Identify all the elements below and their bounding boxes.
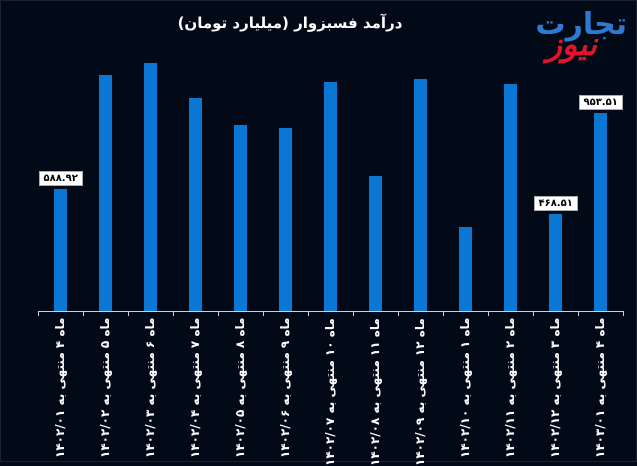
x-axis-tick bbox=[218, 311, 219, 316]
x-axis-tick bbox=[533, 311, 534, 316]
bar bbox=[99, 75, 112, 311]
x-axis-label: ماه ۷ منتهی به ۱۴۰۲/۰۴ bbox=[187, 318, 202, 459]
x-axis-label: ماه ۱ منتهی به ۱۴۰۲/۱۰ bbox=[457, 318, 472, 459]
bar bbox=[279, 128, 292, 311]
bar bbox=[414, 79, 427, 311]
x-axis-tick bbox=[353, 311, 354, 316]
x-axis-label: ماه ۴ منتهی به ۱۴۰۲/۰۱ bbox=[52, 318, 67, 459]
x-axis-label: ماه ۲ منتهی به ۱۴۰۲/۱۱ bbox=[502, 318, 517, 459]
x-axis-tick bbox=[488, 311, 489, 316]
logo-text-primary: تجارت bbox=[535, 7, 627, 42]
bar bbox=[234, 125, 247, 311]
data-label: ۵۸۸.۹۲ bbox=[38, 171, 83, 186]
bar bbox=[144, 63, 157, 311]
x-axis-tick bbox=[263, 311, 264, 316]
bar bbox=[504, 84, 517, 311]
logo-text-secondary: نیوز bbox=[546, 25, 597, 63]
x-axis-label: ماه ۳ منتهی به ۱۴۰۲/۱۲ bbox=[547, 318, 562, 459]
bar bbox=[459, 227, 472, 311]
bar bbox=[189, 98, 202, 311]
x-axis-label: ماه ۴ منتهی به ۱۴۰۳/۰۱ bbox=[592, 318, 607, 459]
brand-logo: تجارت نیوز bbox=[507, 10, 627, 70]
x-axis-label: ماه ۶ منتهی به ۱۴۰۲/۰۳ bbox=[142, 318, 157, 459]
x-axis-tick bbox=[443, 311, 444, 316]
bar bbox=[324, 82, 337, 311]
x-axis-label: ماه ۸ منتهی به ۱۴۰۲/۰۵ bbox=[232, 318, 247, 459]
x-axis-label: ماه ۱۰ منتهی به ۱۴۰۲/۰۷ bbox=[322, 318, 337, 466]
x-axis-label: ماه ۱۲ منتهی به ۱۴۰۲/۰۹ bbox=[412, 318, 427, 466]
x-axis-label: ماه ۱۱ منتهی به ۱۴۰۲/۰۸ bbox=[367, 318, 382, 466]
x-axis-label: ماه ۵ منتهی به ۱۴۰۲/۰۲ bbox=[97, 318, 112, 459]
bar bbox=[54, 189, 67, 311]
x-axis-tick bbox=[173, 311, 174, 316]
x-axis-tick bbox=[128, 311, 129, 316]
x-axis-tick bbox=[578, 311, 579, 316]
x-axis-tick bbox=[38, 311, 39, 316]
x-axis-tick bbox=[83, 311, 84, 316]
data-label: ۴۶۸.۵۱ bbox=[533, 196, 578, 211]
bar bbox=[594, 113, 607, 311]
x-axis-tick bbox=[308, 311, 309, 316]
chart-title: درآمد فسبزوار (میلیارد تومان) bbox=[177, 14, 403, 32]
x-axis-line bbox=[38, 311, 623, 312]
x-axis-tick bbox=[623, 311, 624, 316]
x-axis-label: ماه ۹ منتهی به ۱۴۰۲/۰۶ bbox=[277, 318, 292, 459]
x-axis-tick bbox=[398, 311, 399, 316]
bar bbox=[549, 214, 562, 311]
bar bbox=[369, 176, 382, 311]
data-label: ۹۵۳.۵۱ bbox=[578, 95, 623, 110]
